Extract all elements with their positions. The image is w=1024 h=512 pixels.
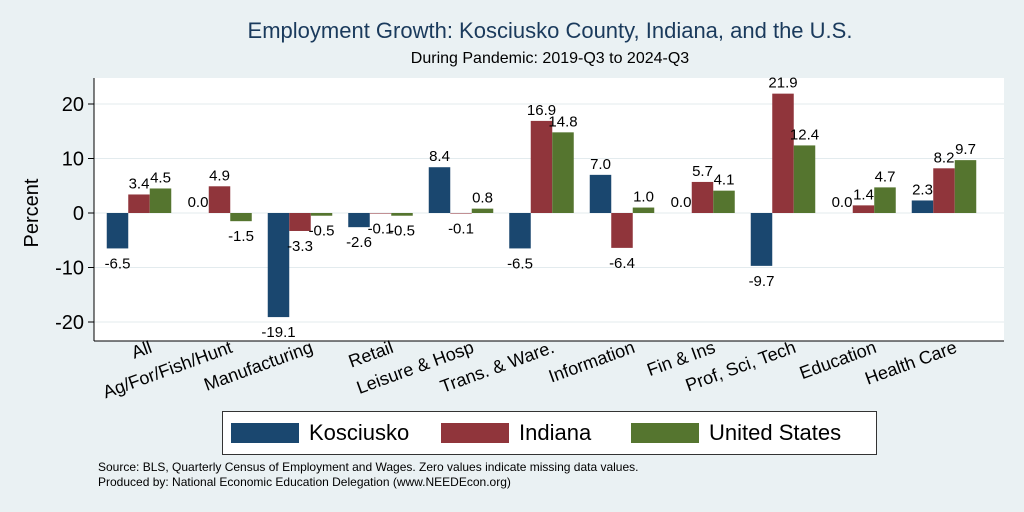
data-label: 8.2	[934, 149, 955, 166]
data-label: 1.0	[633, 189, 654, 206]
data-label: 4.5	[150, 169, 171, 186]
data-label: -9.7	[749, 273, 775, 290]
legend-swatch-united-states	[631, 423, 699, 443]
bar-indiana	[772, 93, 794, 213]
bar-indiana	[369, 213, 392, 214]
bar-indiana	[611, 213, 633, 248]
bar-united-states	[632, 207, 655, 213]
legend-item-united-states: United States	[631, 420, 841, 446]
data-label: -0.1	[448, 221, 474, 238]
bar-united-states	[793, 145, 816, 213]
legend-item-kosciusko: Kosciusko	[231, 420, 409, 446]
bar-united-states	[310, 213, 333, 216]
data-label: -3.3	[287, 238, 313, 255]
data-label: 4.1	[714, 172, 735, 189]
legend-label-kosciusko: Kosciusko	[309, 420, 410, 445]
data-label: -6.4	[609, 255, 635, 272]
bar-united-states	[954, 160, 977, 213]
data-label: -2.6	[346, 234, 372, 251]
data-label: 0.8	[472, 190, 493, 207]
chart-subtitle: During Pandemic: 2019-Q3 to 2024-Q3	[410, 50, 690, 67]
data-label: 2.3	[912, 181, 933, 198]
data-label: 4.7	[875, 168, 896, 185]
data-label: 0.0	[188, 194, 209, 211]
bar-united-states	[552, 132, 574, 213]
legend: Kosciusko Indiana United States	[222, 411, 877, 455]
data-label: -19.1	[261, 324, 295, 341]
y-tick-label: 10	[62, 149, 84, 171]
legend-swatch-indiana	[441, 423, 509, 443]
data-label: 21.9	[768, 75, 797, 92]
y-tick-label: -20	[55, 312, 84, 334]
bar-kosciusko	[509, 213, 531, 249]
data-label: -6.5	[105, 255, 131, 272]
bar-indiana	[208, 186, 231, 213]
data-label: 14.8	[548, 113, 577, 130]
bar-united-states	[391, 213, 413, 216]
y-tick-label: 20	[62, 94, 84, 116]
data-label: 8.4	[429, 148, 450, 165]
data-label: -6.5	[507, 255, 533, 272]
bar-united-states	[471, 208, 494, 213]
bar-indiana	[852, 205, 875, 213]
bar-kosciusko	[267, 213, 290, 318]
bar-kosciusko	[428, 167, 451, 213]
data-label: 0.0	[671, 194, 692, 211]
category-label: Ag/For/Fish/Hunt	[100, 337, 235, 402]
chart-title: Employment Growth: Kosciusko County, Ind…	[247, 18, 853, 43]
y-tick-label: 0	[73, 203, 84, 225]
bar-kosciusko	[911, 200, 934, 213]
data-label: 5.7	[692, 163, 713, 180]
bar-united-states	[149, 188, 172, 213]
bar-indiana	[933, 168, 955, 213]
legend-label-united-states: United States	[709, 420, 842, 445]
data-label: 16.9	[527, 102, 556, 119]
bar-kosciusko	[750, 213, 773, 266]
bar-indiana	[691, 181, 714, 213]
data-label: -0.5	[309, 223, 335, 240]
data-label: 9.7	[955, 141, 976, 158]
bar-indiana	[530, 120, 553, 213]
bar-indiana	[128, 194, 150, 213]
bar-kosciusko	[348, 213, 370, 228]
y-axis-label: Percent	[21, 178, 43, 247]
bar-kosciusko	[589, 174, 612, 213]
bar-united-states	[713, 190, 735, 213]
source-note: Source: BLS, Quarterly Census of Employm…	[98, 460, 639, 474]
data-label: 3.4	[129, 175, 150, 192]
category-label: Information	[546, 337, 637, 387]
y-tick-label: -10	[55, 258, 84, 280]
data-label: 0.0	[832, 194, 853, 211]
data-label: -1.5	[228, 228, 254, 245]
data-label: -0.1	[368, 221, 394, 238]
producer-note: Produced by: National Economic Education…	[98, 475, 511, 489]
bar-kosciusko	[106, 213, 129, 249]
data-label: 12.4	[790, 126, 819, 143]
bar-indiana	[450, 213, 472, 214]
category-label: Health Care	[862, 337, 959, 389]
data-label: 1.4	[853, 186, 874, 203]
bar-united-states	[230, 213, 252, 222]
bar-indiana	[289, 213, 311, 231]
data-label: 7.0	[590, 156, 611, 173]
data-label: 4.9	[209, 167, 230, 184]
legend-swatch-kosciusko	[231, 423, 299, 443]
data-label: -0.5	[389, 223, 415, 240]
bar-united-states	[874, 187, 896, 213]
legend-item-indiana: Indiana	[441, 420, 591, 446]
legend-label-indiana: Indiana	[519, 420, 592, 445]
